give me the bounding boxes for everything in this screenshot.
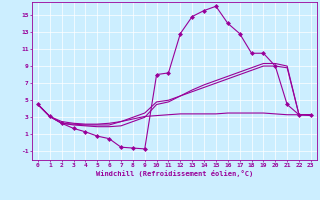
- X-axis label: Windchill (Refroidissement éolien,°C): Windchill (Refroidissement éolien,°C): [96, 170, 253, 177]
